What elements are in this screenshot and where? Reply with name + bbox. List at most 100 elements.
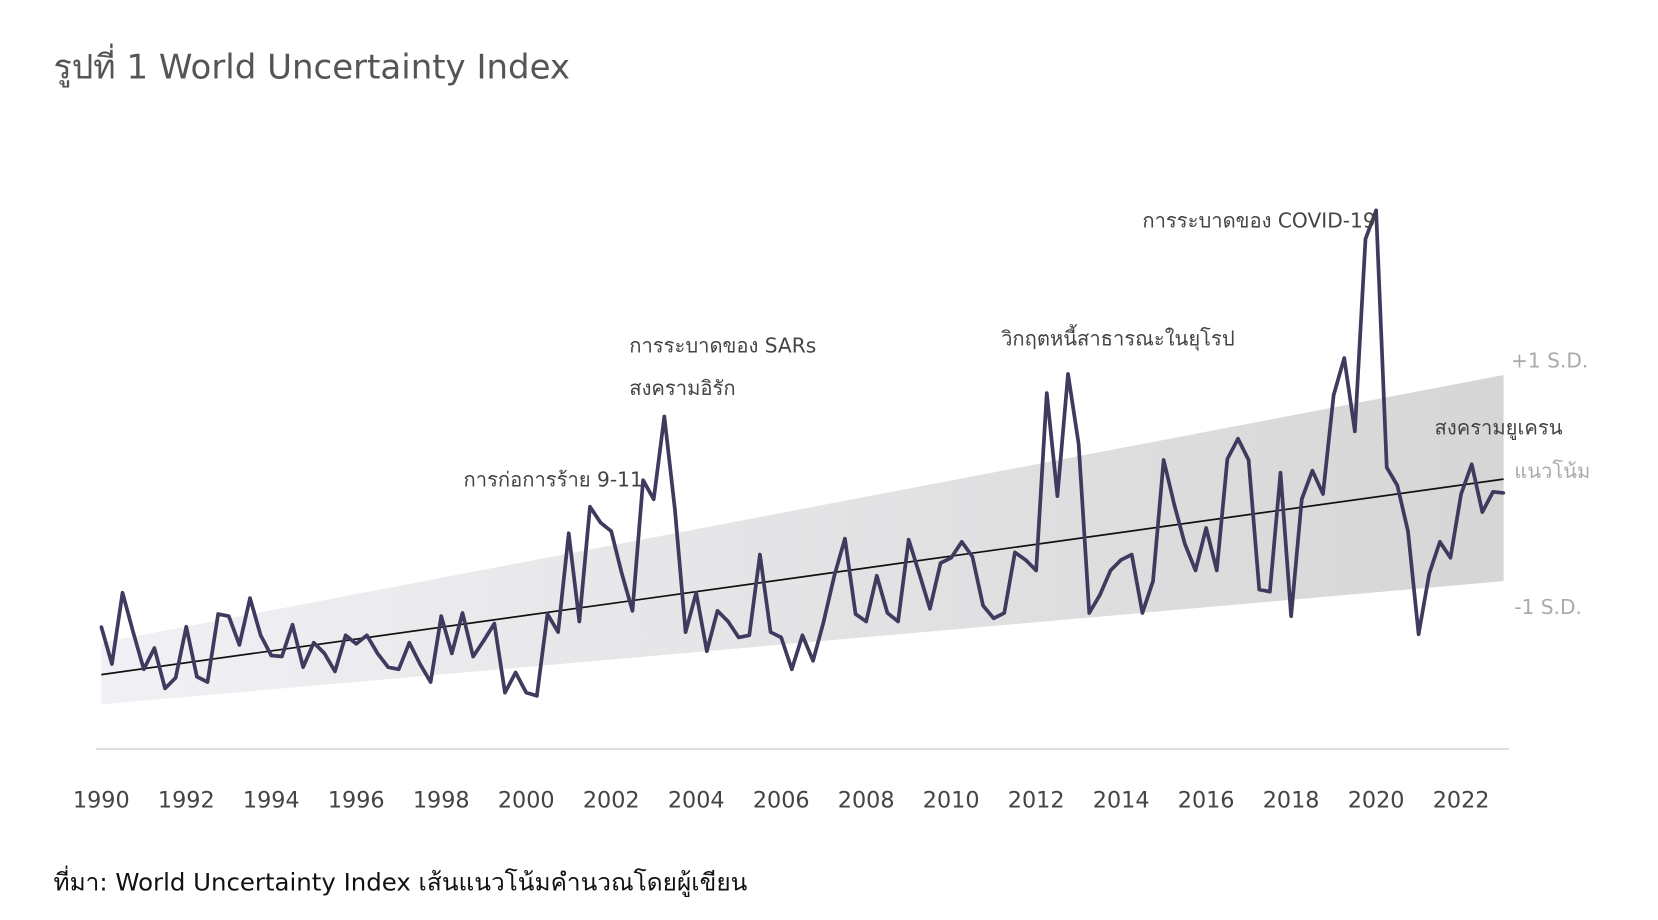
data-point — [514, 670, 518, 675]
data-point — [737, 635, 741, 640]
data-point — [354, 642, 358, 646]
data-point — [1374, 208, 1378, 212]
x-tick-label: 2006 — [753, 787, 810, 813]
x-tick-label: 2016 — [1178, 787, 1235, 813]
data-point — [917, 572, 921, 576]
data-point — [641, 478, 645, 482]
data-point — [1438, 540, 1442, 544]
x-tick-label: 2022 — [1433, 787, 1490, 813]
data-point — [1459, 492, 1463, 496]
data-point — [503, 691, 507, 695]
data-point — [779, 635, 783, 640]
data-point — [758, 552, 762, 557]
data-point — [195, 675, 199, 679]
data-point — [630, 609, 635, 613]
data-point — [992, 616, 996, 620]
data-point — [1247, 458, 1251, 462]
data-point — [1087, 611, 1091, 615]
data-point — [662, 414, 666, 419]
x-tick-label: 1994 — [243, 787, 300, 813]
data-point — [1310, 469, 1314, 473]
data-point — [726, 619, 730, 624]
data-point — [1502, 491, 1506, 495]
data-point — [715, 609, 720, 613]
data-point — [269, 653, 273, 658]
upper-sd-label: +1 S.D. — [1511, 349, 1588, 373]
data-point — [1427, 572, 1431, 576]
data-point — [853, 612, 858, 616]
data-point — [981, 603, 985, 608]
data-point — [1034, 568, 1038, 573]
data-point — [365, 633, 369, 637]
data-point — [811, 659, 815, 663]
data-point — [1045, 391, 1049, 395]
x-tick-label: 1998 — [413, 787, 470, 813]
source-note: ที่มา: World Uncertainty Index เส้นแนวโน… — [53, 865, 747, 897]
data-point — [1172, 503, 1176, 507]
data-point — [1385, 465, 1389, 470]
data-point — [1151, 579, 1155, 583]
data-point — [216, 612, 220, 616]
data-point — [896, 619, 900, 624]
x-tick-label: 1990 — [73, 787, 130, 813]
data-point — [386, 665, 390, 669]
data-point — [1353, 429, 1357, 433]
x-tick-label: 2014 — [1093, 787, 1150, 813]
data-point — [1300, 497, 1304, 501]
x-tick-label: 2010 — [923, 787, 980, 813]
data-point — [1225, 457, 1229, 461]
data-point — [599, 521, 603, 525]
data-point — [652, 497, 656, 501]
data-point — [290, 623, 295, 627]
data-point — [1417, 632, 1421, 636]
data-point — [1289, 614, 1293, 618]
data-point — [397, 667, 401, 671]
data-point — [450, 651, 454, 655]
x-tick-label: 2008 — [838, 787, 895, 813]
data-point — [460, 611, 465, 615]
data-point — [407, 641, 411, 645]
data-point — [832, 574, 836, 578]
data-point — [683, 630, 688, 634]
data-point — [333, 669, 337, 674]
data-point — [1055, 494, 1059, 498]
data-point — [163, 686, 167, 690]
sd-band — [101, 375, 1504, 705]
data-point — [577, 619, 581, 624]
x-tick-label: 2012 — [1008, 787, 1065, 813]
data-point — [1130, 552, 1134, 557]
data-point — [875, 574, 879, 578]
data-point — [1193, 568, 1198, 573]
lower-sd-label: -1 S.D. — [1514, 595, 1582, 619]
annotation-ukraine: สงครามยูเครน — [1435, 416, 1563, 441]
data-point — [1077, 442, 1081, 446]
data-point — [535, 694, 539, 698]
data-point — [1470, 462, 1474, 466]
data-point — [248, 596, 252, 600]
data-point — [1215, 568, 1219, 573]
x-tick-label: 1996 — [328, 787, 385, 813]
data-point — [705, 649, 709, 653]
data-point — [322, 651, 326, 655]
x-tick-label: 1992 — [158, 787, 215, 813]
x-tick-label: 2020 — [1348, 787, 1405, 813]
data-point — [1098, 593, 1102, 597]
data-point — [949, 556, 953, 560]
x-tick-label: 2000 — [498, 787, 555, 813]
data-point — [938, 561, 943, 565]
data-point — [620, 572, 624, 576]
data-point — [280, 654, 284, 659]
data-point — [556, 630, 560, 634]
data-point — [375, 651, 380, 655]
data-point — [110, 662, 114, 666]
data-point — [227, 614, 231, 618]
trend-line — [101, 478, 1504, 676]
data-point — [843, 537, 847, 541]
data-point — [907, 538, 911, 542]
data-point — [418, 662, 422, 666]
data-point — [1002, 611, 1006, 615]
data-point — [142, 667, 146, 671]
data-point — [747, 633, 751, 637]
data-point — [152, 646, 156, 650]
